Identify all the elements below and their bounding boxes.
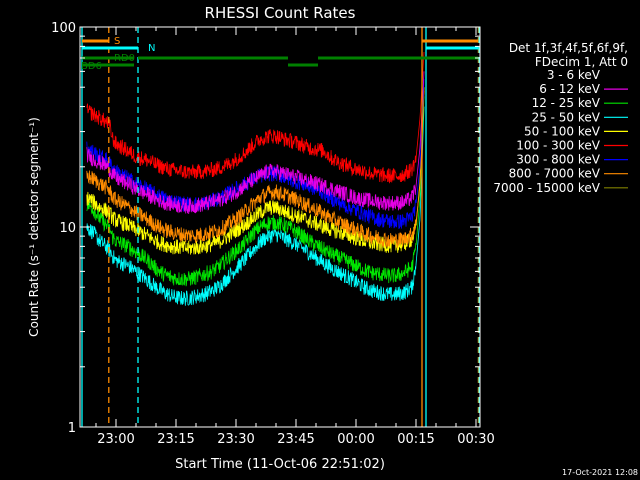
x-axis-label: Start Time (11-Oct-06 22:51:02)	[175, 457, 385, 472]
y-tick-label: 100	[51, 21, 76, 36]
x-tick-label: 00:15	[397, 432, 434, 447]
state-bar-label: N	[148, 43, 155, 54]
footer-date: 17-Oct-2021 12:08	[562, 468, 638, 477]
trace-line	[86, 106, 425, 342]
x-tick-label: 23:15	[157, 432, 194, 447]
trace-line	[86, 71, 425, 214]
x-tick-label: 23:00	[97, 432, 134, 447]
trace-line	[86, 106, 425, 306]
plot-traces	[86, 51, 425, 342]
state-bar-label: RD0	[114, 53, 135, 64]
legend-header: Det 1f,3f,4f,5f,6f,9f,	[509, 41, 628, 55]
x-tick-label: 00:00	[337, 432, 374, 447]
x-tick-label: 00:30	[457, 432, 494, 447]
y-tick-label: 1	[68, 421, 76, 436]
chart-title: RHESSI Count Rates	[205, 4, 356, 22]
legend-entry: 50 - 100 keV	[524, 124, 601, 138]
legend-header: FDecim 1, Att 0	[535, 55, 628, 69]
legend-entry: 3 - 6 keV	[547, 68, 601, 82]
legend-entry: 7000 - 15000 keV	[493, 181, 600, 195]
axis-ticks: 23:00 23:15 23:30 23:45 00:00 00:15 00:30 1 10 10…	[51, 21, 495, 447]
legend-entry: 25 - 50 keV	[532, 110, 601, 124]
trace-line	[86, 90, 425, 249]
legend-entry: 800 - 7000 keV	[509, 167, 601, 181]
legend-entry: 300 - 800 keV	[516, 153, 600, 167]
legend-entry: 6 - 12 keV	[539, 82, 601, 96]
trace-line	[86, 51, 425, 184]
legend: Det 1f,3f,4f,5f,6f,9f,FDecim 1, Att 03 -…	[493, 41, 628, 195]
state-bar-label: BD6	[81, 61, 102, 72]
x-tick-label: 23:30	[217, 432, 254, 447]
x-tick-label: 23:45	[277, 432, 314, 447]
trace-line	[86, 96, 425, 287]
y-axis-label: Count Rate (s⁻¹ detector segment⁻¹)	[27, 117, 41, 337]
state-bar-label: S	[114, 36, 120, 47]
y-tick-label: 10	[59, 221, 76, 236]
legend-entry: 12 - 25 keV	[532, 96, 601, 110]
legend-entry: 100 - 300 keV	[516, 139, 600, 153]
